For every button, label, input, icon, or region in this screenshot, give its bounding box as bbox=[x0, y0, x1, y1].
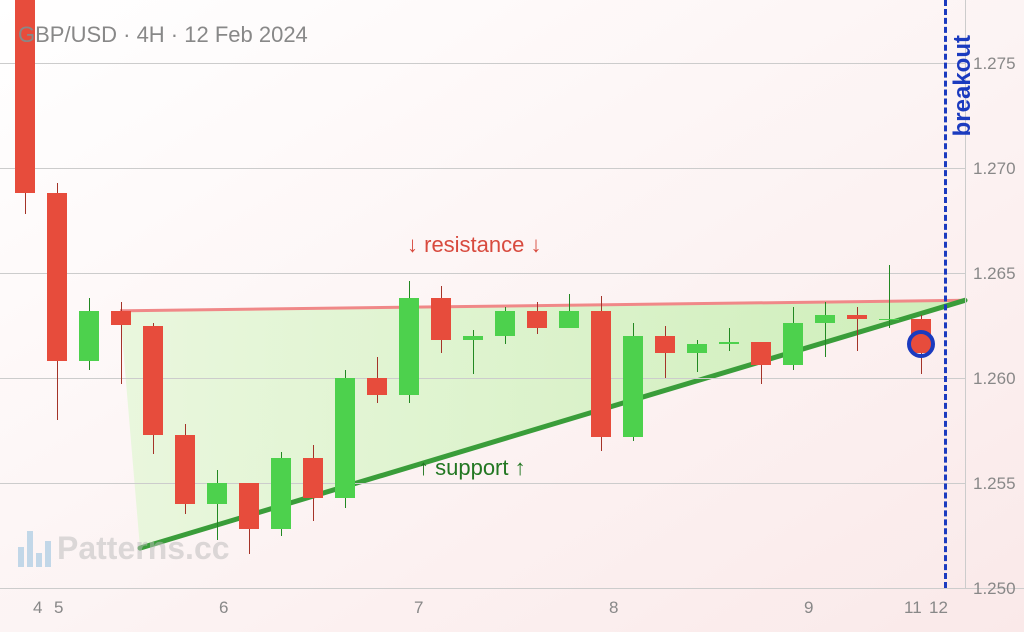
y-tick-label: 1.270 bbox=[973, 159, 1016, 179]
x-tick-label: 6 bbox=[219, 598, 228, 618]
candle-body bbox=[367, 378, 387, 395]
candle-body bbox=[303, 458, 323, 498]
breakout-label: breakout bbox=[949, 35, 977, 136]
candle-wick bbox=[889, 265, 890, 328]
candle-body bbox=[143, 326, 163, 435]
candle-body bbox=[847, 315, 867, 319]
candle-body bbox=[335, 378, 355, 498]
y-tick-label: 1.260 bbox=[973, 369, 1016, 389]
x-tick-label: 5 bbox=[54, 598, 63, 618]
candle-body bbox=[783, 323, 803, 365]
candle-body bbox=[175, 435, 195, 504]
candle-body bbox=[399, 298, 419, 395]
candle-body bbox=[495, 311, 515, 336]
y-tick-label: 1.250 bbox=[973, 579, 1016, 599]
resistance-label: ↓ resistance ↓ bbox=[407, 232, 542, 258]
candle-body bbox=[815, 315, 835, 323]
support-label: ↑ support ↑ bbox=[418, 455, 526, 481]
candlestick-chart: GBP/USD · 4H · 12 Feb 2024 ↓ resistance … bbox=[0, 0, 1024, 632]
candle-body bbox=[655, 336, 675, 353]
candle-body bbox=[207, 483, 227, 504]
y-tick-label: 1.255 bbox=[973, 474, 1016, 494]
candle-body bbox=[591, 311, 611, 437]
candle-body bbox=[559, 311, 579, 328]
candle-wick bbox=[729, 328, 730, 351]
x-tick-label: 7 bbox=[414, 598, 423, 618]
x-tick-label: 4 bbox=[33, 598, 42, 618]
gridline-horizontal bbox=[0, 168, 965, 169]
y-tick-label: 1.275 bbox=[973, 54, 1016, 74]
candle-body bbox=[751, 342, 771, 365]
watermark-text: Patterns.cc bbox=[57, 530, 230, 567]
x-tick-label: 12 bbox=[929, 598, 948, 618]
watermark: Patterns.cc bbox=[18, 530, 230, 567]
candle-body bbox=[463, 336, 483, 340]
candle-body bbox=[239, 483, 259, 529]
x-tick-label: 8 bbox=[609, 598, 618, 618]
breakout-marker-circle bbox=[907, 330, 935, 358]
gridline-horizontal bbox=[0, 483, 965, 484]
chart-title: GBP/USD · 4H · 12 Feb 2024 bbox=[18, 22, 308, 48]
candle-body bbox=[431, 298, 451, 340]
gridline-horizontal bbox=[0, 63, 965, 64]
candle-body bbox=[79, 311, 99, 361]
candle-body bbox=[879, 319, 899, 320]
x-tick-label: 9 bbox=[804, 598, 813, 618]
candle-wick bbox=[857, 307, 858, 351]
candle-body bbox=[47, 193, 67, 361]
candle-body bbox=[111, 311, 131, 326]
breakout-line bbox=[944, 0, 947, 588]
gridline-horizontal bbox=[0, 273, 965, 274]
x-tick-label: 11 bbox=[904, 598, 922, 618]
y-tick-label: 1.265 bbox=[973, 264, 1016, 284]
candle-body bbox=[719, 342, 739, 344]
watermark-icon bbox=[18, 531, 51, 567]
candle-body bbox=[623, 336, 643, 437]
candle-wick bbox=[825, 302, 826, 357]
candle-body bbox=[527, 311, 547, 328]
candle-body bbox=[271, 458, 291, 529]
candle-body bbox=[687, 344, 707, 352]
